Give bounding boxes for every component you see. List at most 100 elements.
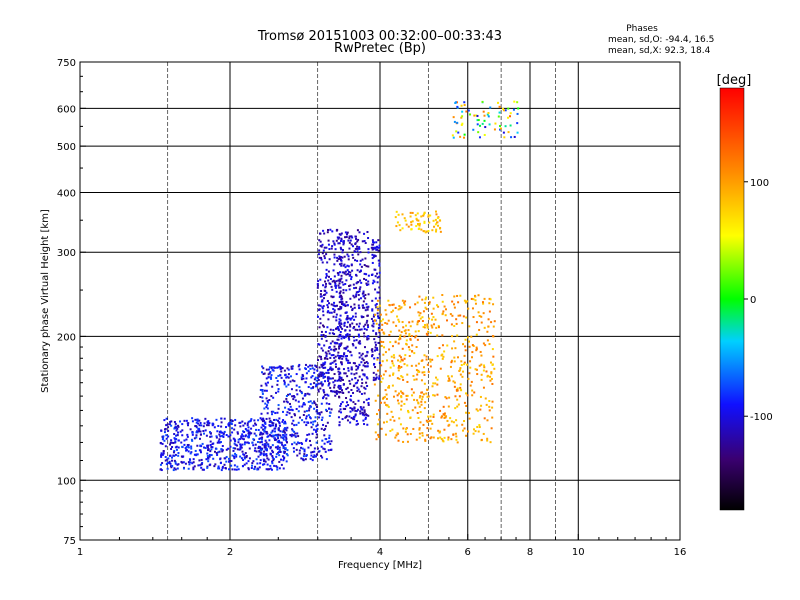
data-point xyxy=(196,431,199,434)
data-point xyxy=(363,306,366,309)
data-point xyxy=(291,429,294,432)
data-point xyxy=(170,466,173,469)
data-point xyxy=(197,427,200,430)
data-point xyxy=(231,468,234,471)
data-point xyxy=(218,433,221,436)
data-point xyxy=(392,364,395,367)
data-point xyxy=(441,439,444,442)
data-point xyxy=(421,398,424,401)
data-point xyxy=(397,213,400,216)
data-point xyxy=(340,238,343,241)
data-point xyxy=(199,433,202,436)
data-point xyxy=(273,366,276,369)
data-point xyxy=(376,423,379,426)
data-point xyxy=(320,454,323,457)
data-point xyxy=(403,217,406,220)
data-point xyxy=(215,436,218,439)
data-point xyxy=(317,388,320,391)
data-point xyxy=(429,419,432,422)
data-point xyxy=(309,367,312,370)
data-point xyxy=(345,301,348,304)
data-point xyxy=(350,235,353,238)
data-point xyxy=(276,383,279,386)
data-point xyxy=(183,419,186,422)
data-point xyxy=(465,110,468,113)
data-point xyxy=(328,248,331,251)
data-point xyxy=(319,371,322,374)
data-point xyxy=(388,348,391,351)
data-point xyxy=(329,342,332,345)
data-point xyxy=(233,428,236,431)
data-point xyxy=(304,394,307,397)
data-point xyxy=(301,442,304,445)
data-point xyxy=(327,394,330,397)
data-point xyxy=(260,438,263,441)
data-point xyxy=(290,388,293,391)
data-point xyxy=(494,122,497,125)
data-point xyxy=(360,281,363,284)
data-point xyxy=(350,263,353,266)
data-point xyxy=(345,359,348,362)
data-point xyxy=(358,352,361,355)
data-point xyxy=(260,440,263,443)
data-point xyxy=(242,438,245,441)
data-point xyxy=(374,343,377,346)
data-point xyxy=(285,395,288,398)
data-point xyxy=(477,131,480,134)
data-point xyxy=(391,362,394,365)
data-point xyxy=(445,397,448,400)
data-point xyxy=(193,453,196,456)
data-point xyxy=(255,458,258,461)
data-point xyxy=(235,468,238,471)
data-point xyxy=(454,395,457,398)
data-point xyxy=(325,355,328,358)
data-point xyxy=(461,122,464,125)
data-point xyxy=(295,373,298,376)
data-point xyxy=(424,438,427,441)
data-point xyxy=(488,310,491,313)
data-point xyxy=(459,386,462,389)
data-point xyxy=(430,324,433,327)
data-point xyxy=(387,386,390,389)
data-point xyxy=(348,415,351,418)
data-point xyxy=(339,330,342,333)
data-point xyxy=(324,276,327,279)
data-point xyxy=(283,369,286,372)
data-point xyxy=(325,291,328,294)
data-point xyxy=(362,401,365,404)
data-point xyxy=(446,319,449,322)
data-point xyxy=(352,283,355,286)
data-point xyxy=(354,242,357,245)
data-point xyxy=(338,396,341,399)
data-point xyxy=(346,314,349,317)
data-point xyxy=(354,414,357,417)
data-point xyxy=(360,407,363,410)
data-point xyxy=(474,368,477,371)
data-point xyxy=(341,281,344,284)
data-point xyxy=(421,395,424,398)
data-point xyxy=(339,387,342,390)
data-point xyxy=(292,419,295,422)
data-point xyxy=(333,360,336,363)
data-point xyxy=(398,367,401,370)
data-point xyxy=(345,355,348,358)
data-point xyxy=(482,312,485,315)
data-point xyxy=(344,329,347,332)
data-point xyxy=(278,448,281,451)
data-point xyxy=(265,389,268,392)
data-point xyxy=(401,213,404,216)
data-point xyxy=(405,324,408,327)
data-point xyxy=(302,374,305,377)
data-point xyxy=(362,406,365,409)
data-point xyxy=(348,288,351,291)
data-point xyxy=(354,377,357,380)
data-point xyxy=(207,444,210,447)
data-point xyxy=(331,361,334,364)
data-point xyxy=(203,422,206,425)
data-point xyxy=(490,377,493,380)
y-tick-label: 100 xyxy=(57,476,76,487)
data-point xyxy=(344,372,347,375)
data-point xyxy=(352,294,355,297)
data-point xyxy=(211,446,214,449)
data-point xyxy=(269,464,272,467)
